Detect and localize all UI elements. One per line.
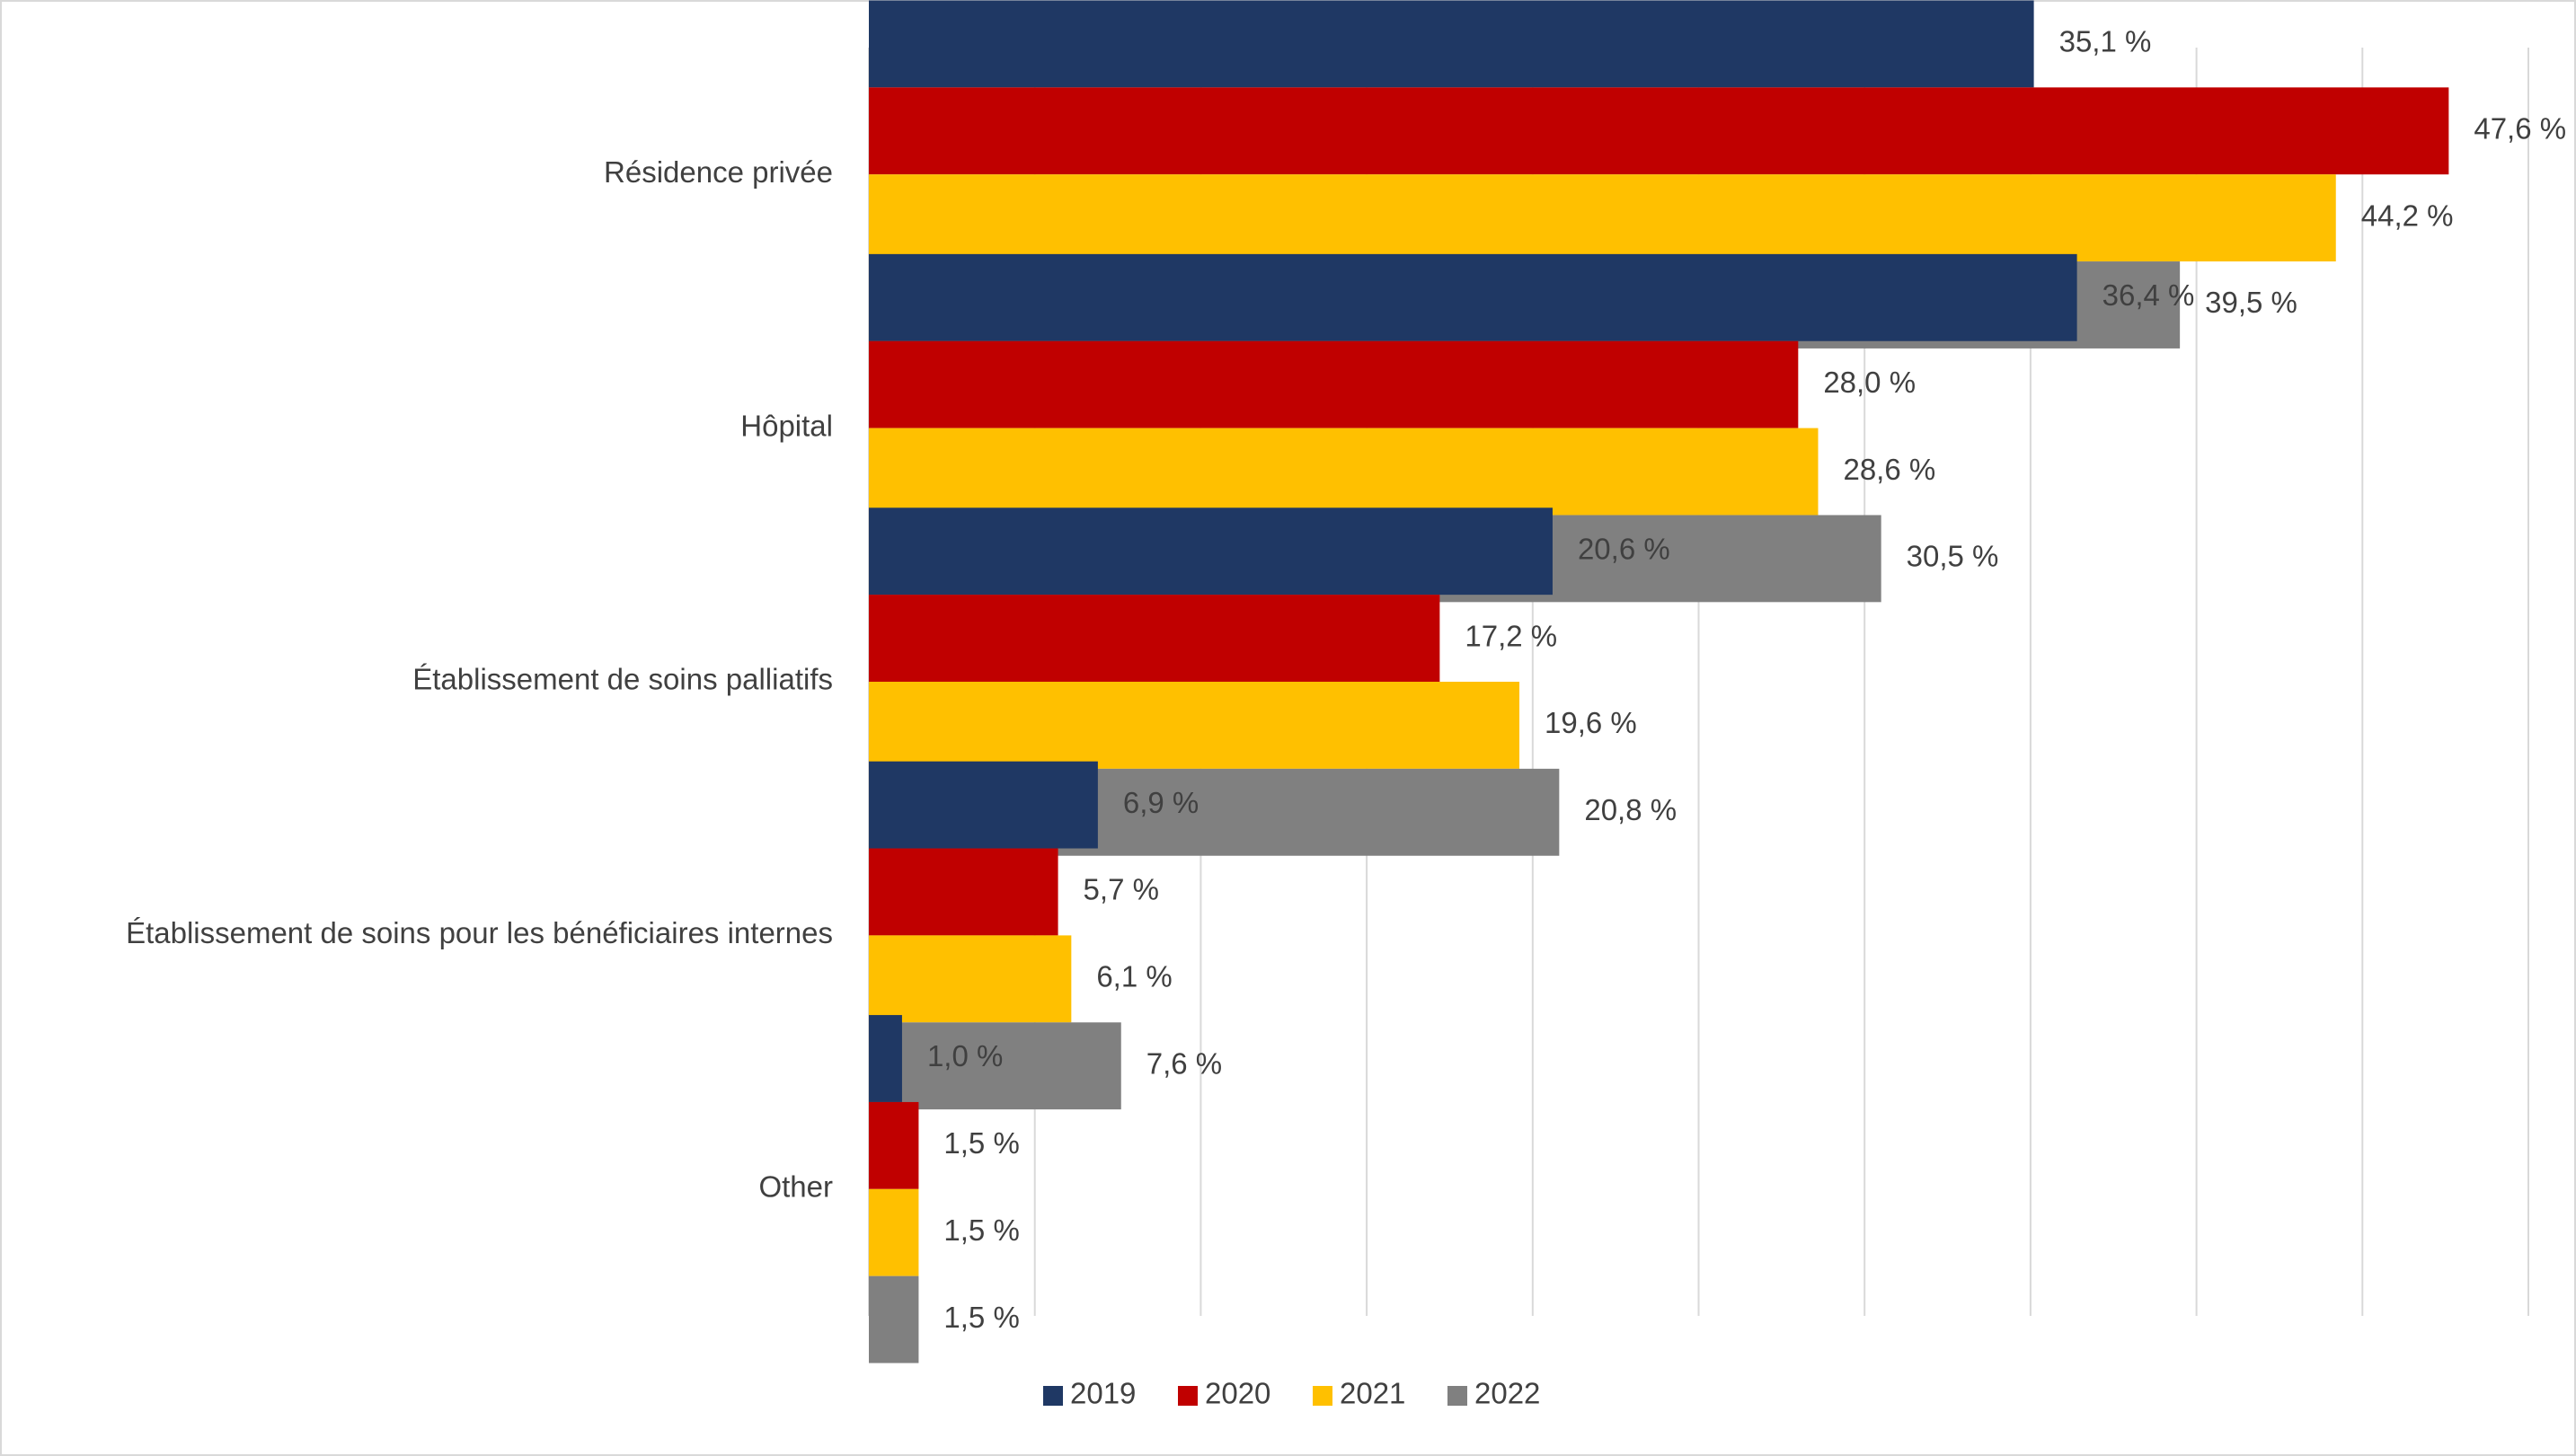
bar [869, 507, 1553, 596]
bar [869, 253, 2077, 341]
value-label: 47,6 % [2474, 111, 2566, 145]
bar [869, 428, 1819, 516]
bar [869, 935, 1072, 1023]
category-label: Établissement de soins palliatifs [412, 663, 833, 696]
value-label: 7,6 % [1146, 1046, 1222, 1080]
bar [869, 1101, 919, 1189]
legend-swatch [1043, 1386, 1063, 1406]
bar [869, 87, 2449, 175]
bar [869, 1188, 919, 1276]
bar [869, 848, 1058, 936]
value-label: 20,8 % [1584, 793, 1677, 826]
value-label: 5,7 % [1084, 873, 1159, 906]
value-label: 19,6 % [1545, 706, 1637, 739]
value-label: 1,5 % [943, 1213, 1019, 1247]
value-label: 28,6 % [1843, 453, 1935, 486]
legend-swatch [1313, 1386, 1332, 1406]
bar [869, 174, 2336, 262]
category-label: Other [758, 1170, 833, 1204]
value-label: 6,1 % [1096, 960, 1172, 993]
bar [869, 1015, 902, 1102]
bar [869, 595, 1440, 682]
value-label: 28,0 % [1823, 366, 1916, 399]
value-label: 44,2 % [2361, 199, 2454, 232]
bar [869, 340, 1799, 428]
legend-label: 2019 [1070, 1377, 1136, 1410]
value-label: 35,1 % [2059, 25, 2152, 58]
legend-swatch [1178, 1386, 1198, 1406]
bar [869, 682, 1520, 769]
value-label: 1,5 % [943, 1126, 1019, 1160]
value-label: 6,9 % [1123, 786, 1199, 819]
value-label: 20,6 % [1578, 532, 1670, 565]
value-label: 17,2 % [1465, 619, 1557, 652]
legend-swatch [1447, 1386, 1467, 1406]
category-label: Résidence privée [604, 155, 833, 189]
bar [869, 0, 2034, 88]
value-label: 30,5 % [1907, 540, 1999, 573]
category-label: Établissement de soins pour les bénéfici… [126, 916, 833, 949]
value-label: 1,5 % [943, 1301, 1019, 1334]
value-label: 39,5 % [2205, 286, 2297, 319]
value-label: 36,4 % [2102, 278, 2195, 312]
category-label: Hôpital [740, 409, 833, 442]
bar [869, 1022, 1121, 1110]
legend-label: 2020 [1205, 1377, 1270, 1410]
legend-label: 2022 [1474, 1377, 1540, 1410]
legend-label: 2021 [1340, 1377, 1405, 1410]
bar [869, 1275, 919, 1363]
value-label: 1,0 % [927, 1039, 1003, 1072]
bar [869, 761, 1098, 849]
